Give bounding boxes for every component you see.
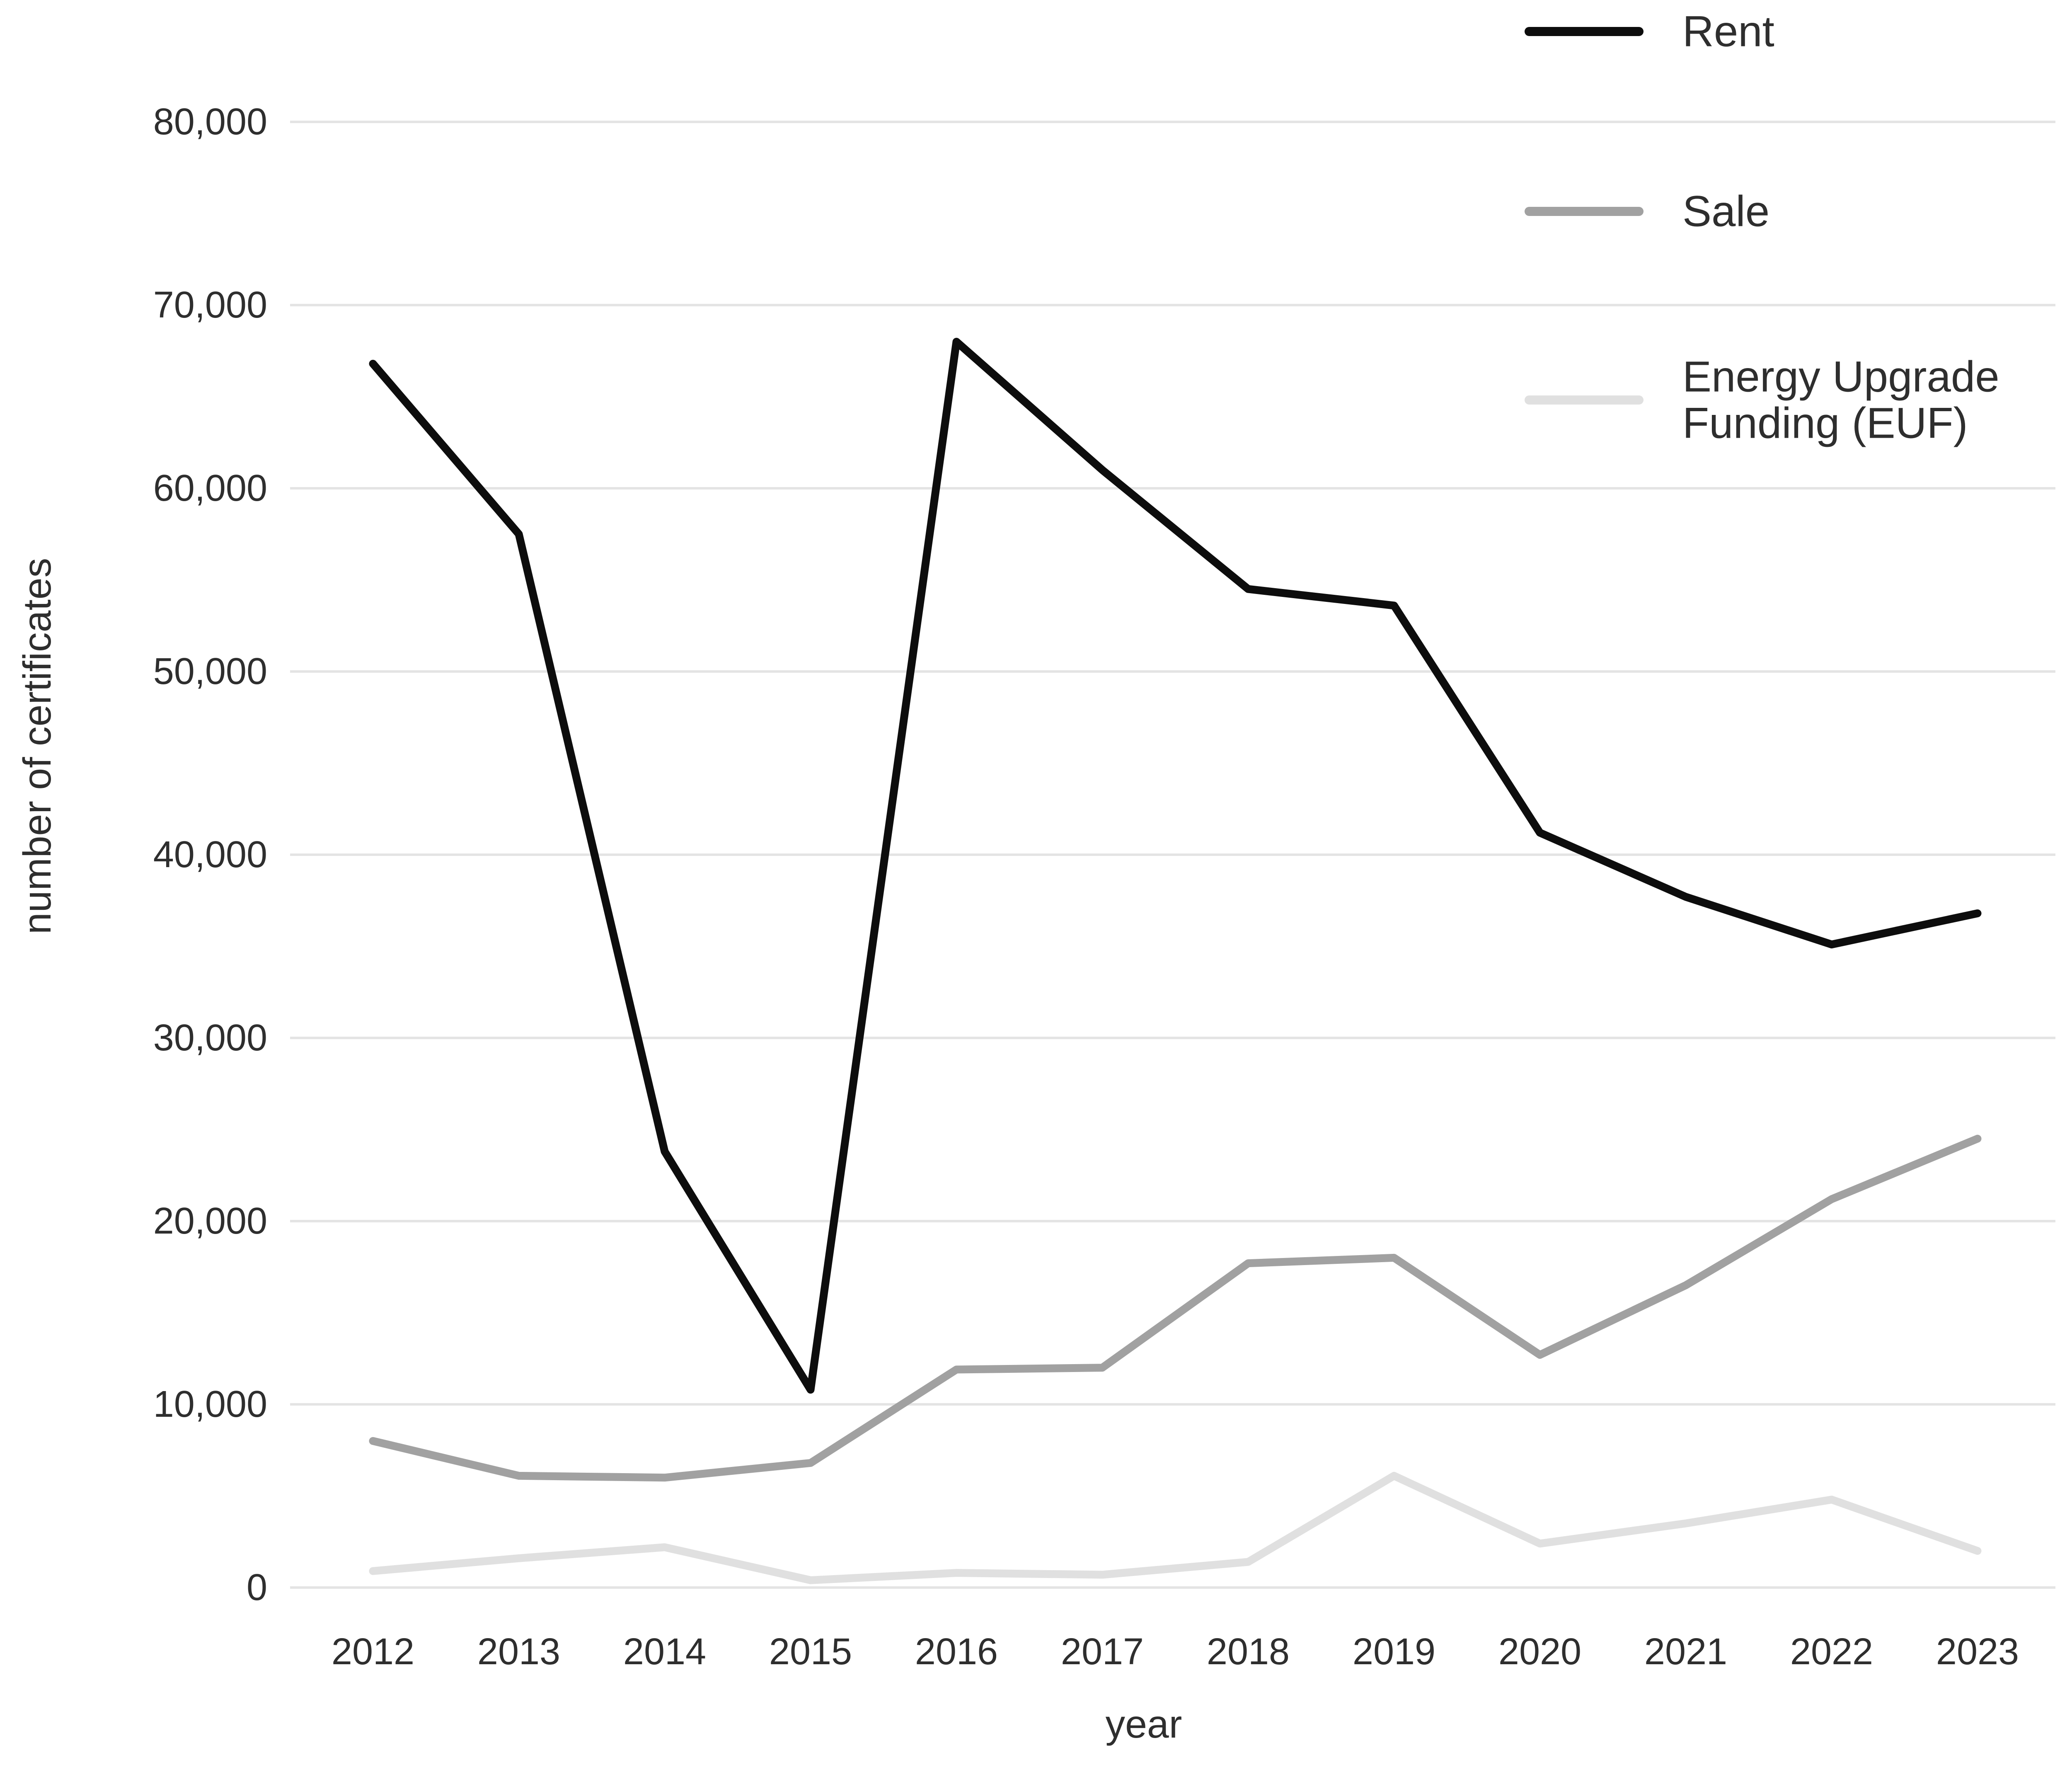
y-tick-label: 20,000 — [153, 1200, 267, 1242]
series-line-sale — [369, 1134, 1982, 1482]
y-tick-label: 60,000 — [153, 468, 267, 509]
y-tick-label: 30,000 — [153, 1017, 267, 1059]
legend-label-sale: Sale — [1682, 187, 1769, 236]
series-line-euf — [369, 1471, 1982, 1584]
y-tick-label: 50,000 — [153, 651, 267, 692]
y-tick-label: 10,000 — [153, 1384, 267, 1425]
y-axis-title: number of certificates — [15, 558, 59, 934]
x-tick-label: 2018 — [1207, 1631, 1290, 1673]
y-axis-ticks: 0 10,000 20,000 30,000 40,000 50,000 60,000 70,… — [153, 101, 267, 1608]
x-tick-label: 2013 — [477, 1631, 560, 1673]
x-tick-label: 2016 — [915, 1631, 998, 1673]
y-tick-label: 70,000 — [153, 284, 267, 326]
legend-item-rent: Rent — [1525, 7, 1774, 56]
x-tick-label: 2022 — [1790, 1631, 1873, 1673]
y-tick-label: 40,000 — [153, 834, 267, 875]
x-tick-label: 2019 — [1353, 1631, 1435, 1673]
series-layer — [369, 337, 1982, 1584]
x-tick-label: 2020 — [1498, 1631, 1581, 1673]
series-line-rent — [369, 337, 1982, 1394]
x-axis-ticks: 2012 2013 2014 2015 2016 2017 2018 2019 2020 2021… — [332, 1631, 2019, 1673]
y-tick-label: 0 — [247, 1567, 267, 1608]
y-tick-label: 80,000 — [153, 101, 267, 143]
x-tick-label: 2015 — [769, 1631, 852, 1673]
gridlines-layer — [290, 121, 2055, 1589]
legend-label-euf: Energy Upgrade — [1682, 353, 1999, 401]
x-tick-label: 2014 — [623, 1631, 706, 1673]
x-tick-label: 2017 — [1061, 1631, 1144, 1673]
x-tick-label: 2021 — [1644, 1631, 1727, 1673]
x-tick-label: 2023 — [1936, 1631, 2019, 1673]
legend-label-rent: Rent — [1682, 7, 1774, 56]
x-tick-label: 2012 — [332, 1631, 414, 1673]
legend-label-euf: Funding (EUF) — [1682, 399, 1968, 448]
legend-item-sale: Sale — [1525, 187, 1769, 236]
x-axis-title: year — [1106, 1702, 1182, 1746]
